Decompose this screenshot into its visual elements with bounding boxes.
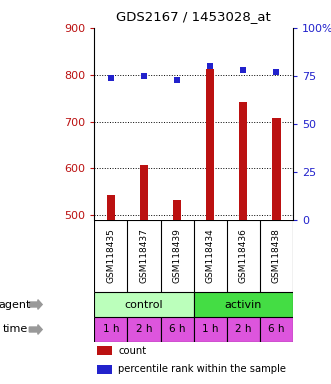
Bar — [194, 292, 293, 317]
Text: time: time — [2, 324, 28, 334]
Bar — [227, 317, 260, 342]
Text: 2 h: 2 h — [136, 324, 152, 334]
Text: 1 h: 1 h — [103, 324, 119, 334]
Text: GSM118436: GSM118436 — [239, 228, 248, 283]
Bar — [206, 69, 214, 384]
Text: GSM118435: GSM118435 — [106, 228, 116, 283]
Bar — [260, 317, 293, 342]
Bar — [97, 346, 112, 356]
Bar — [97, 365, 112, 374]
Text: GSM118437: GSM118437 — [139, 228, 149, 283]
Text: GSM118439: GSM118439 — [172, 228, 182, 283]
Bar — [94, 292, 194, 317]
Text: GSM118438: GSM118438 — [272, 228, 281, 283]
Bar — [272, 118, 280, 384]
Bar — [107, 195, 115, 384]
Bar — [173, 200, 181, 384]
Text: GSM118434: GSM118434 — [206, 228, 215, 283]
Text: agent: agent — [0, 300, 31, 310]
Text: activin: activin — [225, 300, 262, 310]
Text: percentile rank within the sample: percentile rank within the sample — [118, 364, 286, 374]
Bar — [239, 102, 247, 384]
Bar — [140, 165, 148, 384]
Text: count: count — [118, 346, 146, 356]
Bar — [94, 317, 127, 342]
Text: 2 h: 2 h — [235, 324, 252, 334]
Bar — [194, 317, 227, 342]
Text: control: control — [125, 300, 163, 310]
Text: 1 h: 1 h — [202, 324, 218, 334]
Text: 6 h: 6 h — [169, 324, 185, 334]
Text: GDS2167 / 1453028_at: GDS2167 / 1453028_at — [116, 10, 271, 23]
Text: 6 h: 6 h — [268, 324, 285, 334]
Bar — [161, 317, 194, 342]
Bar — [127, 317, 161, 342]
